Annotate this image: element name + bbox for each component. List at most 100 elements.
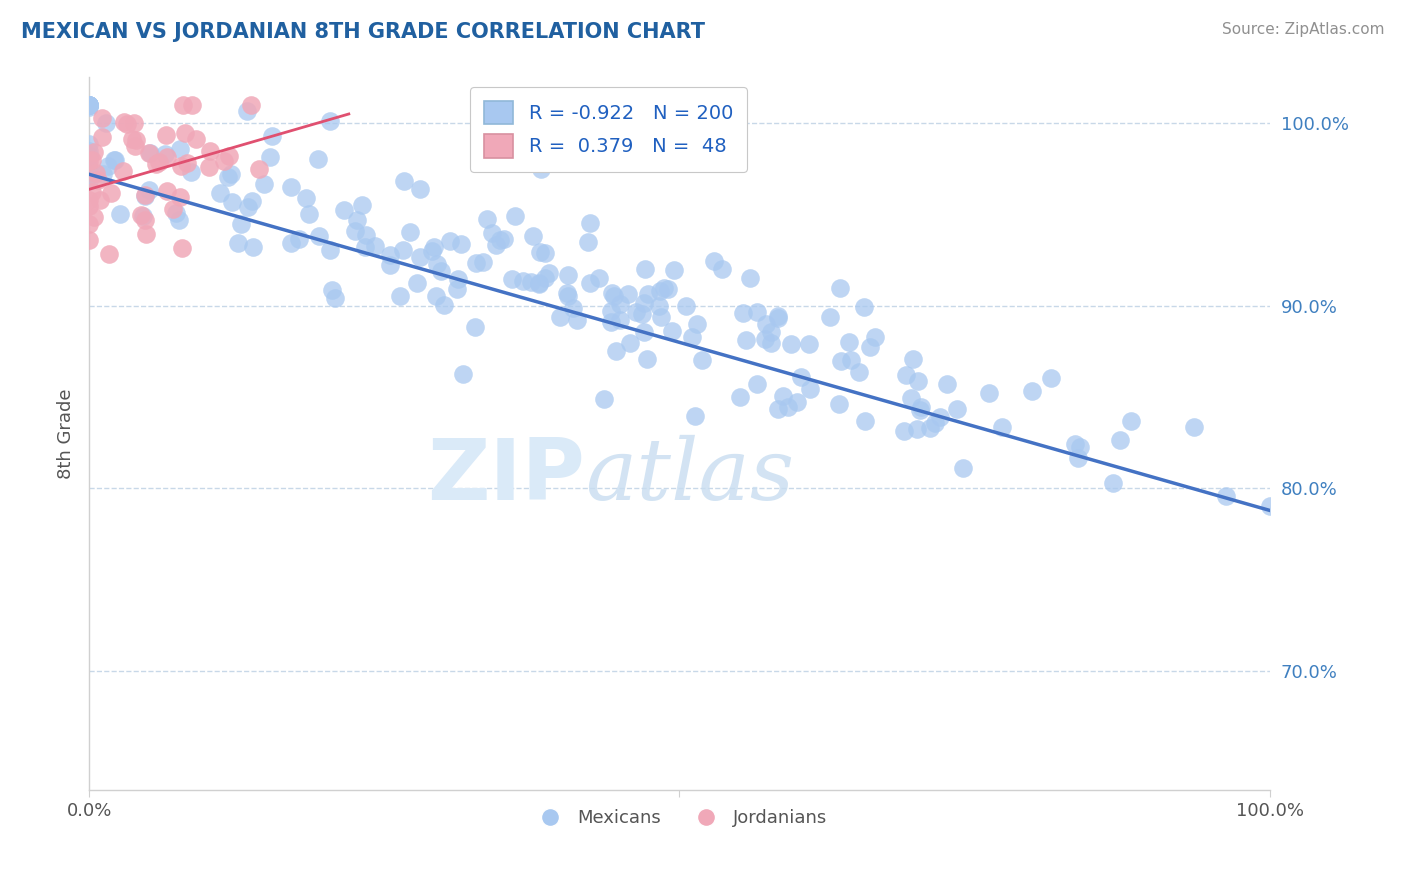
Point [354,228,377,243]
Point [650,284,672,298]
Point [247,162,270,177]
Point [565,312,588,326]
Point [534,270,557,285]
Point [138,184,160,198]
Point [77,98,100,112]
Point [634,262,657,277]
Point [97,247,120,261]
Point [1258,499,1281,513]
Point [588,270,610,285]
Point [221,194,243,209]
Point [134,213,156,227]
Point [818,310,841,325]
Point [135,227,157,242]
Point [77,174,100,188]
Point [378,248,401,262]
Point [181,98,204,112]
Point [859,341,882,355]
Point [169,159,191,173]
Point [422,240,444,254]
Point [619,335,641,350]
Point [464,256,486,270]
Point [830,281,852,295]
Point [485,237,508,252]
Point [685,318,707,332]
Point [530,161,553,176]
Point [77,98,100,112]
Point [799,382,821,396]
Point [389,289,412,303]
Point [929,409,952,424]
Point [603,289,626,303]
Point [1215,489,1237,503]
Point [703,253,725,268]
Point [394,174,416,188]
Point [446,272,468,286]
Point [148,155,170,169]
Point [661,324,683,338]
Point [780,337,803,351]
Point [797,337,820,351]
Point [420,244,443,258]
Point [977,385,1000,400]
Point [1021,384,1043,398]
Point [319,114,342,128]
Point [464,320,486,334]
Point [593,392,616,406]
Point [408,250,430,264]
Point [391,243,413,257]
Point [605,344,627,359]
Point [129,209,152,223]
Point [600,304,623,318]
Point [664,263,686,277]
Point [488,233,510,247]
Point [409,182,432,196]
Point [576,235,599,250]
Point [1182,419,1205,434]
Point [307,152,329,166]
Point [633,325,655,339]
Point [626,305,648,319]
Point [77,98,100,112]
Point [77,145,100,159]
Point [77,98,100,112]
Point [652,281,675,295]
Point [186,132,208,146]
Point [169,142,191,156]
Point [208,186,231,200]
Point [318,243,340,257]
Point [863,330,886,344]
Point [77,233,100,247]
Point [145,157,167,171]
Point [475,211,498,226]
Point [298,207,321,221]
Point [828,396,851,410]
Point [139,146,162,161]
Point [450,237,472,252]
Point [155,147,177,161]
Point [609,297,631,311]
Point [170,241,193,255]
Point [728,390,751,404]
Point [1067,450,1090,465]
Point [169,190,191,204]
Point [83,145,105,159]
Point [472,255,495,269]
Point [134,187,156,202]
Point [124,138,146,153]
Point [125,133,148,147]
Point [555,285,578,300]
Point [162,202,184,217]
Point [77,194,100,208]
Point [200,145,222,159]
Point [550,310,572,324]
Point [522,228,544,243]
Point [352,198,374,212]
Point [910,400,932,414]
Y-axis label: 8th Grade: 8th Grade [58,388,75,479]
Point [841,353,863,368]
Point [433,298,456,312]
Point [647,299,669,313]
Point [527,277,550,292]
Point [94,116,117,130]
